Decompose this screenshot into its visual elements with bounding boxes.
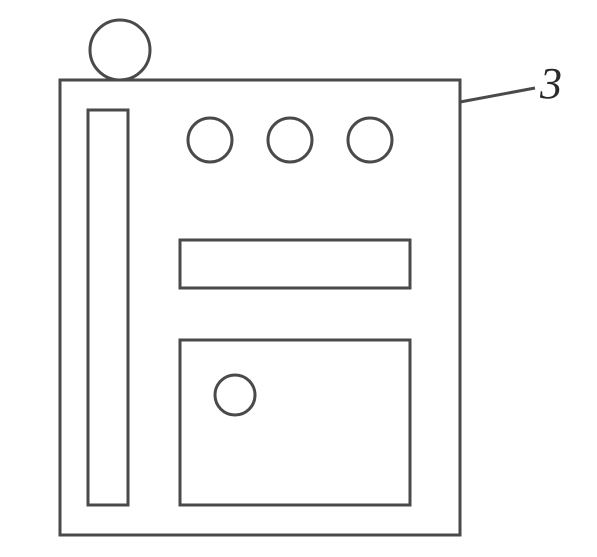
device-body-box xyxy=(60,80,460,535)
top-beacon-circle xyxy=(90,20,150,80)
indicator-dot-1 xyxy=(188,118,232,162)
callout-leader xyxy=(460,88,535,102)
callout-label-3: 3 xyxy=(540,58,562,109)
display-rect xyxy=(180,240,410,288)
vertical-slot xyxy=(88,110,128,505)
diagram-canvas xyxy=(0,0,597,557)
door-panel xyxy=(180,340,410,505)
door-handle-circle xyxy=(215,375,255,415)
indicator-dot-2 xyxy=(268,118,312,162)
indicator-dot-3 xyxy=(348,118,392,162)
